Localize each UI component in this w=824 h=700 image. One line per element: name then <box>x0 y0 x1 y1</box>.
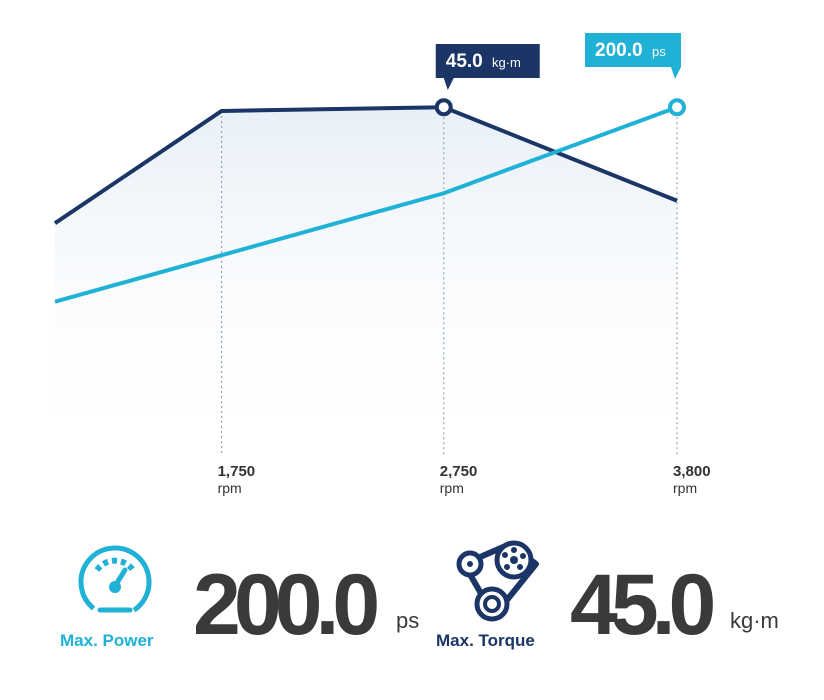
rpm-tick-label: 1,750 <box>218 463 256 480</box>
max-power-label: Max. Power <box>60 631 154 650</box>
rpm-tick-unit: rpm <box>673 480 697 496</box>
torque-curve <box>53 105 678 225</box>
torque-callout-box <box>435 44 540 90</box>
torque-peak-marker <box>434 98 453 117</box>
power-callout-box <box>585 33 681 79</box>
rpm-tick-label: 2,750 <box>440 463 478 480</box>
rpm-tick-label: 3,800 <box>673 463 711 480</box>
callout-unit: kg·m <box>492 55 521 70</box>
max-torque-value: 45.0 <box>570 557 716 653</box>
chart-area-fill <box>55 107 677 460</box>
max-power-value: 200.0 <box>193 557 380 653</box>
max-torque-label: Max. Torque <box>436 631 535 650</box>
callout-unit: ps <box>652 44 666 59</box>
callout-value: 200.0 <box>595 40 643 61</box>
max-torque-unit: kg·m <box>730 608 779 633</box>
callout-value: 45.0 <box>446 51 483 72</box>
power-peak-marker <box>668 98 686 117</box>
speedometer-icon <box>78 545 152 619</box>
power-curve <box>54 105 678 304</box>
rpm-tick-unit: rpm <box>218 480 242 496</box>
max-power-unit: ps <box>396 608 420 633</box>
engine-belt-icon <box>456 540 539 622</box>
rpm-tick-unit: rpm <box>440 480 464 496</box>
